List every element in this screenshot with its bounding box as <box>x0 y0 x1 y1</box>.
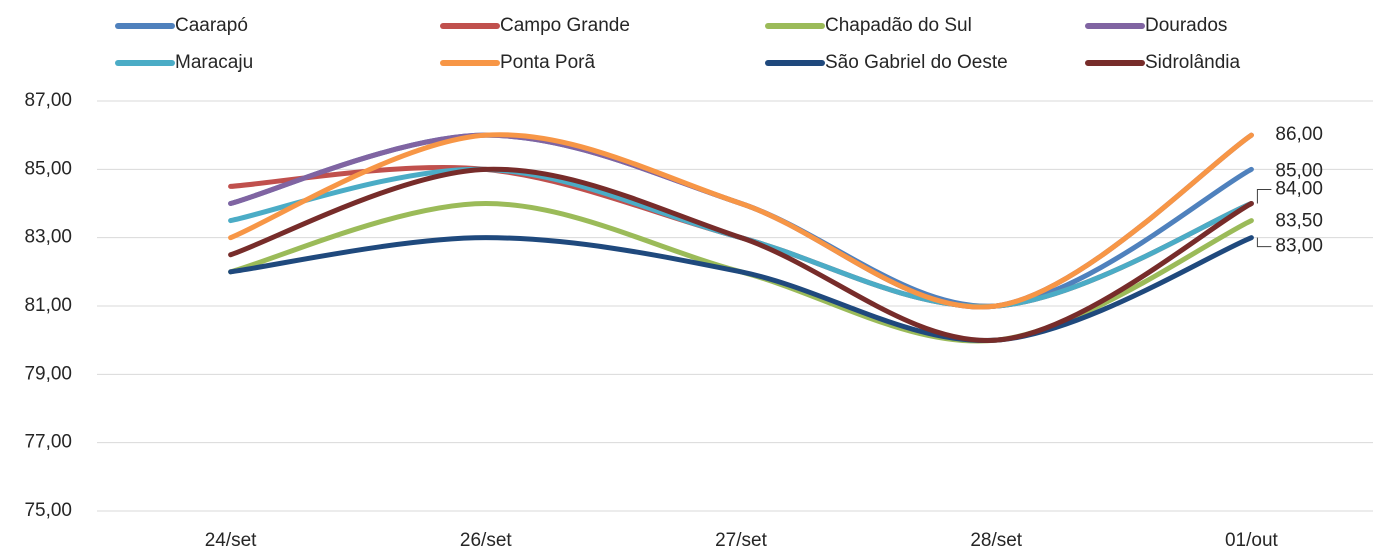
data-label: 83,50 <box>1275 211 1323 232</box>
data-label: 84,00 <box>1275 179 1323 200</box>
y-tick-label: 79,00 <box>24 363 72 384</box>
data-label: 85,00 <box>1275 160 1323 181</box>
y-tick-label: 75,00 <box>24 500 72 521</box>
y-tick-label: 77,00 <box>24 432 72 453</box>
y-tick-label: 81,00 <box>24 295 72 316</box>
series-line <box>228 166 1254 343</box>
x-tick-label: 28/set <box>970 530 1022 551</box>
data-label: 86,00 <box>1275 124 1323 145</box>
y-tick-label: 85,00 <box>24 158 72 179</box>
label-leader <box>1256 189 1272 204</box>
legend-label: Ponta Porã <box>500 52 595 73</box>
x-tick-label: 26/set <box>460 530 512 551</box>
x-tick-label: 01/out <box>1225 530 1279 551</box>
label-leader <box>1256 237 1272 248</box>
y-tick-label: 83,00 <box>24 227 72 248</box>
x-tick-label: 27/set <box>715 530 767 551</box>
series-line <box>228 132 1254 310</box>
x-tick-label: 24/set <box>205 530 257 551</box>
legend-label: Chapadão do Sul <box>825 15 972 36</box>
series-line <box>228 235 1254 344</box>
legend-label: Caarapó <box>175 15 248 36</box>
legend-label: São Gabriel do Oeste <box>825 52 1008 73</box>
legend-label: Dourados <box>1145 15 1227 36</box>
legend-label: Campo Grande <box>500 15 630 36</box>
legend-label: Sidrolândia <box>1145 52 1240 73</box>
data-label: 83,00 <box>1275 236 1323 257</box>
y-tick-label: 87,00 <box>24 90 72 111</box>
legend-label: Maracaju <box>175 52 253 73</box>
